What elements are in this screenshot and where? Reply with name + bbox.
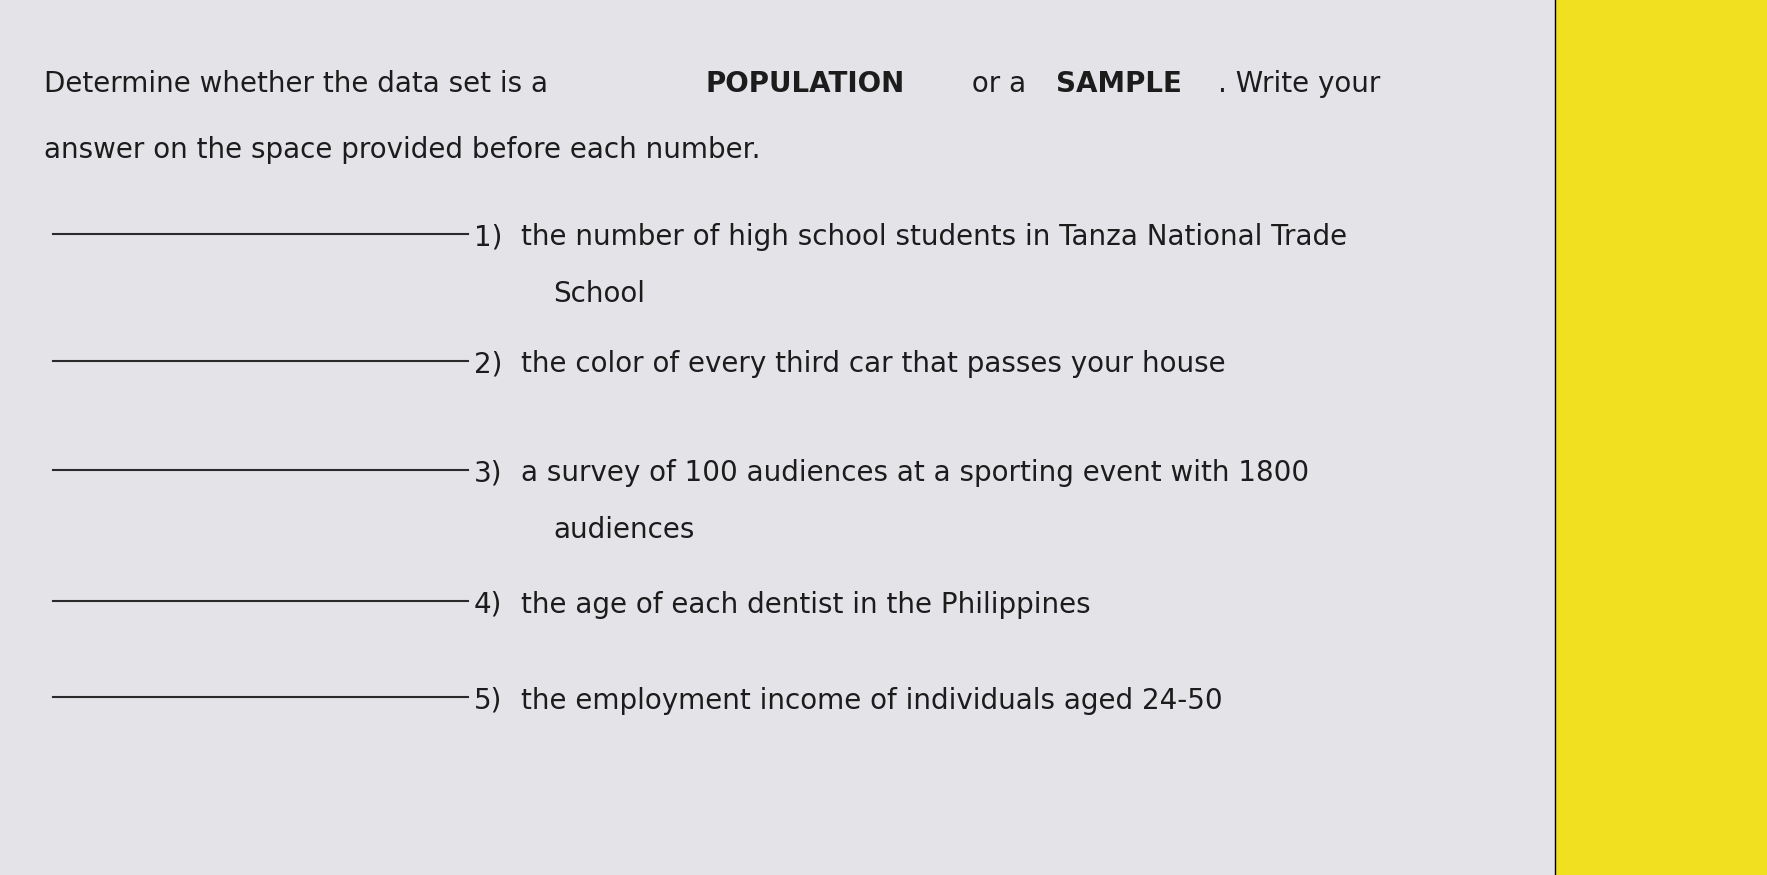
Text: answer on the space provided before each number.: answer on the space provided before each…: [44, 136, 760, 164]
Text: Determine whether the data set is a: Determine whether the data set is a: [44, 70, 557, 98]
Text: 5): 5): [474, 687, 502, 715]
Text: School: School: [553, 280, 645, 308]
Text: the age of each dentist in the Philippines: the age of each dentist in the Philippin…: [521, 591, 1090, 619]
Text: a survey of 100 audiences at a sporting event with 1800: a survey of 100 audiences at a sporting …: [521, 459, 1309, 487]
Text: or a: or a: [963, 70, 1035, 98]
Text: . Write your: . Write your: [1219, 70, 1380, 98]
Text: 2): 2): [474, 350, 502, 378]
FancyBboxPatch shape: [1555, 0, 1767, 875]
FancyBboxPatch shape: [0, 0, 1608, 875]
Text: POPULATION: POPULATION: [707, 70, 905, 98]
Text: SAMPLE: SAMPLE: [1057, 70, 1182, 98]
Text: 4): 4): [474, 591, 502, 619]
Text: the color of every third car that passes your house: the color of every third car that passes…: [521, 350, 1226, 378]
Text: audiences: audiences: [553, 516, 694, 544]
Text: the employment income of individuals aged 24-50: the employment income of individuals age…: [521, 687, 1223, 715]
Text: the number of high school students in Tanza National Trade: the number of high school students in Ta…: [521, 223, 1348, 251]
Text: 3): 3): [474, 459, 502, 487]
Text: 1): 1): [474, 223, 502, 251]
